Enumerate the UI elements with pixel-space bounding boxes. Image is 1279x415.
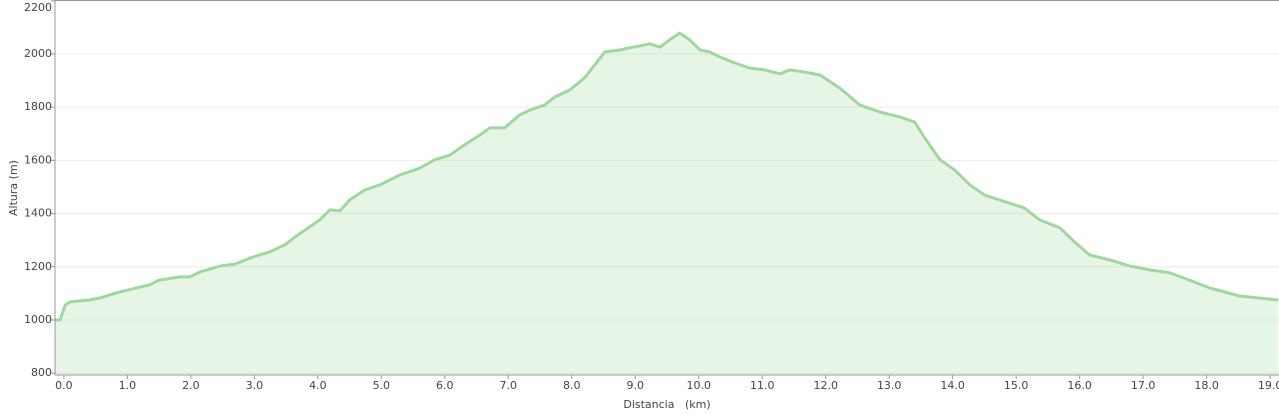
x-tick-label: 11.0 [750, 379, 775, 392]
x-tick-label: 3.0 [246, 379, 264, 392]
x-axis-title: Distancia (km) [623, 398, 710, 411]
area-fill [55, 33, 1279, 375]
x-tick-label: 9.0 [627, 379, 645, 392]
x-tick-label: 0.0 [55, 379, 73, 392]
x-tick-label: 6.0 [436, 379, 454, 392]
x-tick-label: 18.0 [1194, 379, 1219, 392]
x-tick-label: 2.0 [182, 379, 200, 392]
y-tick-label: 2000 [24, 47, 52, 60]
x-tick-label: 7.0 [500, 379, 518, 392]
x-tick-label: 10.0 [686, 379, 711, 392]
elevation-line [55, 31, 1279, 322]
y-axis-title: Altura (m) [7, 160, 20, 216]
x-tick-label: 4.0 [309, 379, 327, 392]
x-tick-label: 14.0 [940, 379, 965, 392]
y-tick-label: 1800 [24, 100, 52, 113]
x-tick-label: 15.0 [1004, 379, 1029, 392]
y-tick-label: 1600 [24, 153, 52, 166]
x-tick-label: 8.0 [563, 379, 581, 392]
x-tick-label: 16.0 [1067, 379, 1092, 392]
y-tick-label: 1000 [24, 313, 52, 326]
x-tick-label: 1.0 [119, 379, 137, 392]
x-tick-label: 12.0 [813, 379, 838, 392]
x-tick-label: 5.0 [373, 379, 391, 392]
y-tick-label: 1200 [24, 260, 52, 273]
x-tick-label: 17.0 [1131, 379, 1156, 392]
x-tick-label: 13.0 [877, 379, 902, 392]
x-tick-label: 19.0 [1258, 379, 1279, 392]
y-tick-label: 800 [31, 366, 52, 379]
y-tick-label: 1400 [24, 207, 52, 220]
y-tick-label: 2200 [24, 1, 52, 14]
